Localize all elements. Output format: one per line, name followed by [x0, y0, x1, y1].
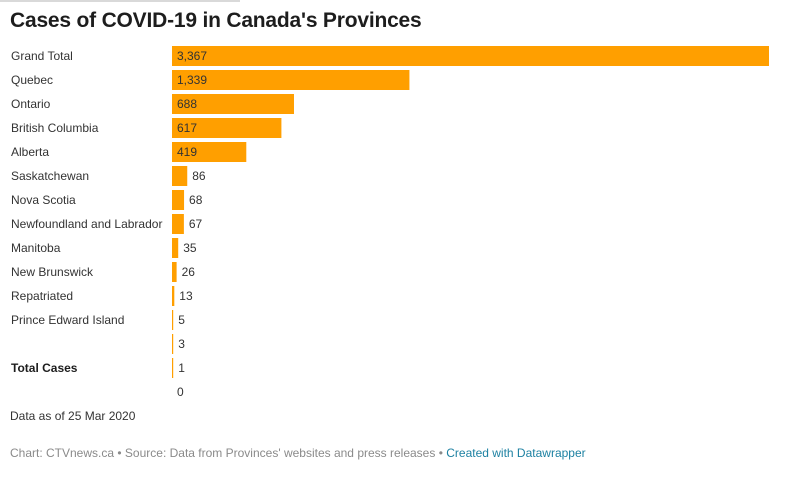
bar-new-brunswick: [172, 262, 177, 282]
value-label-row-14: 0: [177, 385, 184, 399]
bar-nova-scotia: [172, 190, 185, 210]
bar-british-columbia: [172, 118, 282, 138]
category-label-repatriated: Repatriated: [11, 289, 73, 303]
bar-newfoundland-and-labrador: [172, 214, 184, 234]
top-rule: [0, 0, 240, 2]
footer-separator-1: •: [114, 446, 125, 460]
value-label-prince-edward-island: 5: [178, 313, 185, 327]
bar-chart: Grand Total 3,367 Quebec 1,339 Ontario 688 Bri…: [11, 46, 769, 399]
bar-row-12: [172, 334, 174, 354]
category-label-new-brunswick: New Brunswick: [11, 265, 94, 279]
category-label-saskatchewan: Saskatchewan: [11, 169, 89, 183]
value-label-total-cases: 1: [178, 361, 185, 375]
category-label-manitoba: Manitoba: [11, 241, 61, 255]
category-label-british-columbia: British Columbia: [11, 121, 99, 135]
bar-saskatchewan: [172, 166, 188, 186]
bar-ontario: [172, 94, 294, 114]
value-label-alberta: 419: [177, 145, 197, 159]
value-label-repatriated: 13: [179, 289, 193, 303]
value-label-row-12: 3: [178, 337, 185, 351]
bar-total-cases: [172, 358, 174, 378]
bar-prince-edward-island: [172, 310, 174, 330]
chart-credit: Chart: CTVnews.ca: [10, 446, 115, 460]
category-label-ontario: Ontario: [11, 97, 51, 111]
category-label-prince-edward-island: Prince Edward Island: [11, 313, 124, 327]
bar-grand-total: [172, 46, 769, 66]
category-label-alberta: Alberta: [11, 145, 49, 159]
chart-title: Cases of COVID-19 in Canada's Provinces: [10, 9, 422, 32]
value-label-newfoundland-and-labrador: 67: [189, 217, 203, 231]
value-label-british-columbia: 617: [177, 121, 197, 135]
category-label-quebec: Quebec: [11, 73, 53, 87]
value-label-manitoba: 35: [183, 241, 197, 255]
footer-separator-2: •: [435, 446, 447, 460]
value-label-nova-scotia: 68: [189, 193, 203, 207]
category-label-newfoundland-and-labrador: Newfoundland and Labrador: [11, 217, 162, 231]
source-text: Source: Data from Provinces' websites an…: [124, 446, 436, 460]
data-date-note: Data as of 25 Mar 2020: [10, 409, 136, 423]
value-label-ontario: 688: [177, 97, 197, 111]
value-label-saskatchewan: 86: [192, 169, 206, 183]
category-label-total-cases: Total Cases: [11, 361, 78, 375]
datawrapper-link[interactable]: Created with Datawrapper: [446, 446, 586, 460]
chart-footer: Chart: CTVnews.ca • Source: Data from Pr…: [10, 446, 586, 460]
bar-alberta: [172, 142, 247, 162]
bar-manitoba: [172, 238, 179, 258]
value-label-quebec: 1,339: [177, 73, 207, 87]
category-label-grand-total: Grand Total: [11, 49, 73, 63]
value-label-new-brunswick: 26: [182, 265, 196, 279]
value-label-grand-total: 3,367: [177, 49, 207, 63]
category-label-nova-scotia: Nova Scotia: [11, 193, 76, 207]
bar-quebec: [172, 70, 410, 90]
bar-repatriated: [172, 286, 175, 306]
